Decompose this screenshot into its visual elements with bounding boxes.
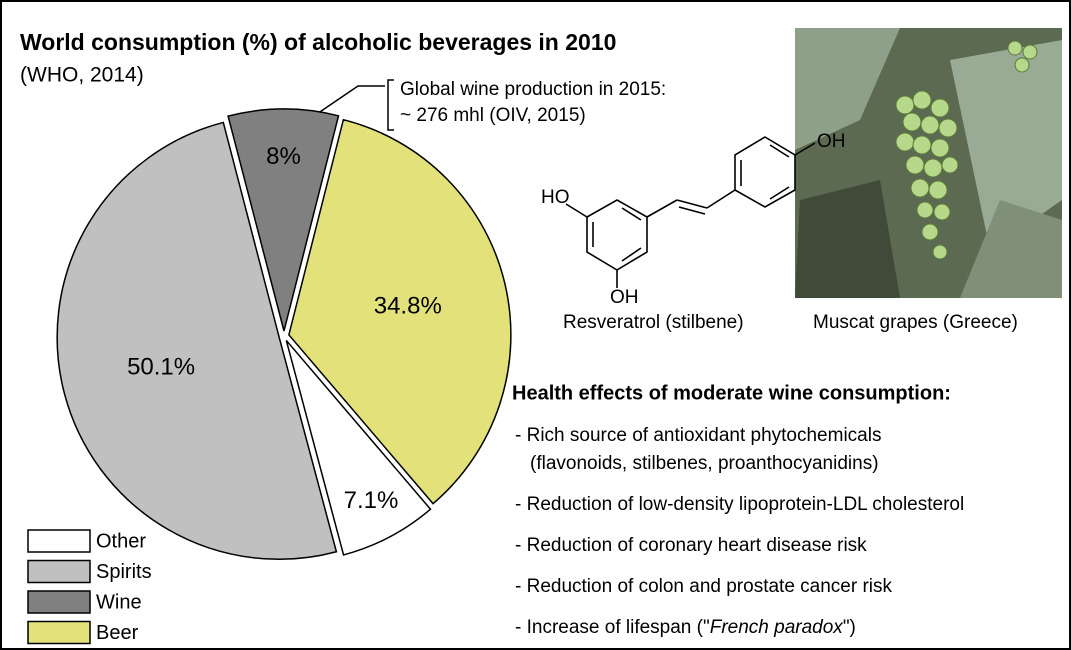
health-item: (flavonoids, stilbenes, proanthocyanidin… bbox=[530, 453, 879, 474]
photo bbox=[795, 28, 1062, 298]
legend-label: Beer bbox=[96, 622, 139, 644]
legend-label: Spirits bbox=[96, 561, 152, 583]
photo-caption: Muscat grapes (Greece) bbox=[813, 312, 1018, 333]
pie-slice bbox=[227, 108, 340, 332]
text: - Increase of lifespan (" bbox=[515, 617, 710, 638]
molecule-label: HO bbox=[541, 187, 570, 208]
callout-line bbox=[307, 85, 385, 121]
slice-label: 8% bbox=[266, 143, 301, 170]
legend-swatch bbox=[27, 590, 91, 614]
chart-subtitle: (WHO, 2014) bbox=[20, 64, 144, 87]
callout-bracket bbox=[387, 79, 394, 131]
molecule bbox=[565, 136, 816, 288]
molecule-label: OH bbox=[817, 131, 846, 152]
slice-label: 7.1% bbox=[344, 487, 399, 514]
text: ") bbox=[843, 617, 856, 638]
legend-swatch bbox=[27, 559, 91, 584]
slice-label: 50.1% bbox=[127, 354, 195, 381]
annotation: ~ 276 mhl (OIV, 2015) bbox=[400, 105, 586, 126]
legend-label: Wine bbox=[96, 591, 142, 613]
slice-label: 34.8% bbox=[374, 292, 442, 319]
legend-label: Other bbox=[96, 530, 146, 552]
legend-swatch bbox=[27, 620, 91, 645]
molecule-label: OH bbox=[610, 287, 639, 308]
pie-slice bbox=[285, 339, 432, 556]
health-item: - Reduction of coronary heart disease ri… bbox=[515, 535, 867, 556]
legend-swatch bbox=[27, 529, 91, 553]
text-emphasis: French paradox bbox=[710, 617, 845, 638]
molecule-caption: Resveratrol (stilbene) bbox=[563, 312, 744, 333]
pie-slice bbox=[288, 118, 512, 505]
pie-slice bbox=[56, 121, 338, 561]
health-item: - Rich source of antioxidant phytochemic… bbox=[515, 425, 881, 446]
chart-title: World consumption (%) of alcoholic bever… bbox=[20, 29, 616, 55]
health-heading: Health effects of moderate wine consumpt… bbox=[512, 382, 951, 404]
health-item: - Reduction of low-density lipoprotein-L… bbox=[515, 494, 964, 515]
health-item: - Reduction of colon and prostate cancer… bbox=[515, 576, 893, 597]
health-item: - Increase of lifespan ("French paradox"… bbox=[515, 617, 856, 638]
annotation: Global wine production in 2015: bbox=[400, 79, 666, 100]
